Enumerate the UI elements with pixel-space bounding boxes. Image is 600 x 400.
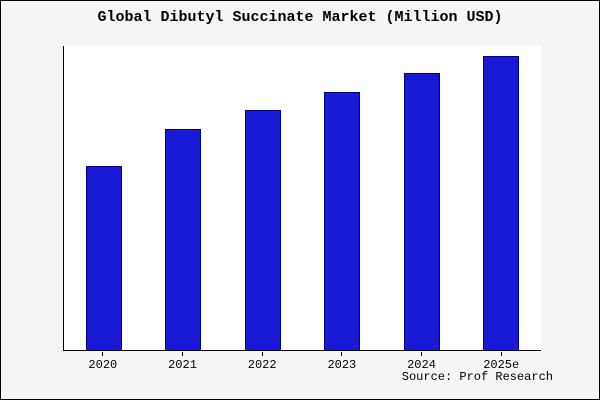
bar-slot <box>64 46 144 350</box>
x-axis-labels: 2020 2021 2022 2023 2024 2025e <box>63 352 541 372</box>
x-tick-mark <box>102 352 104 356</box>
x-tick-label-2024: 2024 <box>382 352 462 372</box>
bar-slot <box>462 46 542 350</box>
bar-2023 <box>324 92 361 350</box>
x-tick-mark <box>341 352 343 356</box>
bar-slot <box>382 46 462 350</box>
plot-area <box>63 46 541 351</box>
bar-2024 <box>403 73 440 350</box>
chart-title: Global Dibutyl Succinate Market (Million… <box>97 9 503 26</box>
x-tick-mark <box>500 352 502 356</box>
x-tick-mark <box>261 352 263 356</box>
bar-2021 <box>165 129 202 350</box>
bar-slot <box>303 46 383 350</box>
bar-slot <box>223 46 303 350</box>
x-tick-label-2022: 2022 <box>222 352 302 372</box>
x-tick-label-2021: 2021 <box>143 352 223 372</box>
bar-2022 <box>244 109 281 350</box>
x-tick-mark <box>182 352 183 356</box>
x-tick-label-2023: 2023 <box>302 352 382 372</box>
x-tick-label-2020: 2020 <box>63 352 143 372</box>
x-tick-label-2025e: 2025e <box>461 352 541 372</box>
bar-slot <box>144 46 224 350</box>
bar-2020 <box>85 165 122 350</box>
source-note: Source: Prof Research <box>401 370 553 384</box>
bar-2025e <box>483 55 520 350</box>
x-tick-mark <box>421 352 423 356</box>
